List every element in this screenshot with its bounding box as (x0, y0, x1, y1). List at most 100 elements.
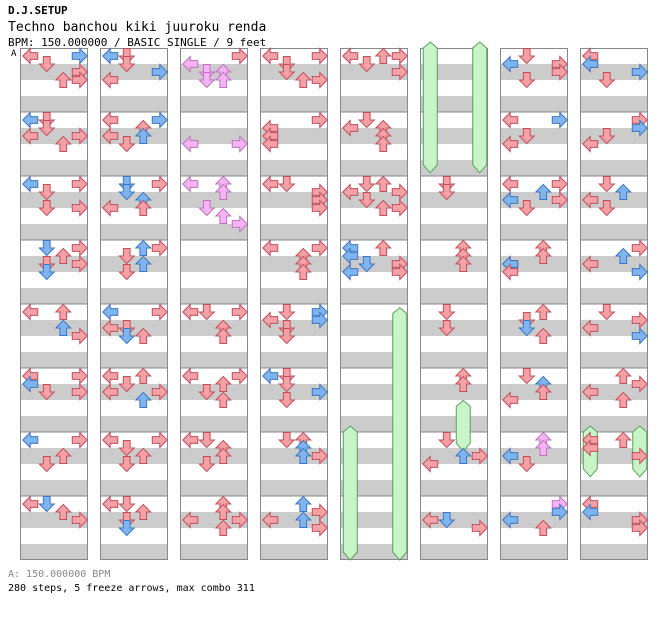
up-arrow-icon (134, 255, 152, 272)
down-arrow-icon (38, 240, 56, 257)
beat-stripe (580, 544, 648, 560)
beat-stripe (260, 128, 328, 144)
column-border (100, 48, 168, 560)
down-arrow-icon (38, 120, 56, 137)
left-arrow-icon (262, 47, 279, 65)
down-arrow-icon (438, 512, 456, 529)
right-arrow-icon (151, 111, 168, 129)
beat-stripe (340, 320, 408, 336)
step-stats: 280 steps, 5 freeze arrows, max combo 31… (8, 583, 255, 594)
beat-stripe (100, 480, 168, 496)
beat-stripe (100, 192, 168, 208)
step-chart: A (11, 41, 648, 561)
left-arrow-icon (22, 303, 39, 321)
up-arrow-icon (614, 391, 632, 408)
down-arrow-icon (38, 456, 56, 473)
beat-stripe (340, 288, 408, 304)
column-border (500, 48, 568, 560)
up-arrow-icon (214, 519, 232, 536)
right-arrow-icon (311, 111, 328, 129)
right-arrow-icon (71, 47, 88, 65)
beat-stripe (20, 64, 88, 80)
up-arrow-icon (454, 447, 472, 464)
left-arrow-icon (582, 191, 599, 209)
down-arrow-icon (198, 456, 216, 473)
beat-stripe (500, 448, 568, 464)
column-border (580, 48, 648, 560)
up-arrow-icon (214, 327, 232, 344)
left-arrow-icon (102, 127, 119, 145)
beat-stripe (100, 288, 168, 304)
beat-stripe (500, 192, 568, 208)
down-arrow-icon (438, 432, 456, 449)
beat-stripe (420, 544, 488, 560)
beat-stripe (500, 64, 568, 80)
beat-stripe (100, 96, 168, 112)
beat-stripe (420, 448, 488, 464)
right-arrow-icon (231, 135, 248, 153)
right-arrow-icon (71, 511, 88, 529)
right-arrow-icon (311, 239, 328, 257)
beat-stripe (20, 224, 88, 240)
right-arrow-icon (471, 447, 488, 465)
chart-column (100, 47, 168, 560)
site-title: D.J.SETUP (8, 4, 68, 17)
down-arrow-icon (198, 72, 216, 89)
freeze-arrow (392, 306, 408, 561)
up-arrow-icon (294, 511, 312, 528)
beat-stripe (180, 544, 248, 560)
right-arrow-icon (631, 375, 648, 393)
down-arrow-icon (118, 328, 136, 345)
beat-stripe (100, 544, 168, 560)
beat-stripe (260, 384, 328, 400)
down-arrow-icon (278, 328, 296, 345)
right-arrow-icon (151, 63, 168, 81)
song-subtitle: BPM: 150.000000 / BASIC SINGLE / 9 feet (8, 36, 267, 49)
beat-stripe (580, 224, 648, 240)
beat-stripe (100, 128, 168, 144)
up-arrow-icon (214, 391, 232, 408)
up-arrow-icon (534, 439, 552, 456)
beat-stripe (20, 480, 88, 496)
beat-stripe (260, 224, 328, 240)
beat-stripe (260, 256, 328, 272)
left-arrow-icon (182, 367, 199, 385)
right-arrow-icon (391, 199, 408, 217)
right-arrow-icon (551, 191, 568, 209)
bpm-info: A: 150.000000 BPM (8, 569, 111, 580)
down-arrow-icon (358, 112, 376, 129)
beat-stripe (500, 512, 568, 528)
down-arrow-icon (118, 136, 136, 153)
beat-stripe (340, 96, 408, 112)
chart-column (260, 47, 328, 560)
left-arrow-icon (102, 495, 119, 513)
right-arrow-icon (311, 383, 328, 401)
down-arrow-icon (38, 496, 56, 513)
beat-stripe (260, 352, 328, 368)
right-arrow-icon (631, 63, 648, 81)
down-arrow-icon (118, 248, 136, 265)
left-arrow-icon (342, 263, 359, 281)
left-arrow-icon (102, 303, 119, 321)
beat-stripe (180, 96, 248, 112)
left-arrow-icon (582, 135, 599, 153)
left-arrow-icon (582, 319, 599, 337)
down-arrow-icon (358, 56, 376, 73)
beat-stripe (340, 224, 408, 240)
right-arrow-icon (631, 263, 648, 281)
beat-stripe (20, 160, 88, 176)
down-arrow-icon (38, 384, 56, 401)
beat-stripe (100, 448, 168, 464)
left-arrow-icon (262, 311, 279, 329)
up-arrow-icon (134, 239, 152, 256)
down-arrow-icon (198, 384, 216, 401)
beat-stripe (180, 288, 248, 304)
bpm-marker-label: A (11, 49, 17, 59)
up-arrow-icon (54, 135, 72, 152)
left-arrow-icon (582, 439, 599, 457)
right-arrow-icon (71, 255, 88, 273)
down-arrow-icon (118, 456, 136, 473)
up-arrow-icon (54, 319, 72, 336)
beat-stripe (420, 416, 488, 432)
freeze-arrow (472, 41, 488, 174)
